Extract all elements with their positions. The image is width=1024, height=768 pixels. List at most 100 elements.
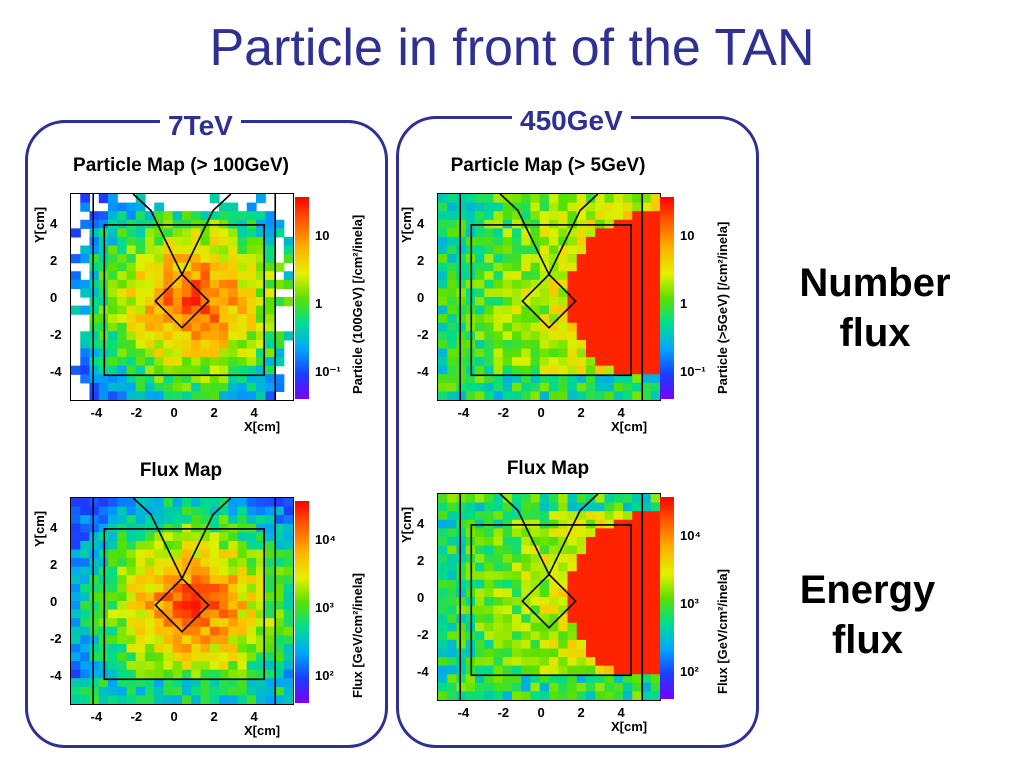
heatmap-cell xyxy=(613,236,624,247)
heatmap-cell xyxy=(126,506,137,516)
heatmap-cell xyxy=(549,236,559,247)
heatmap-cell xyxy=(438,365,448,375)
heatmap-cell xyxy=(623,339,633,350)
heatmap-cell xyxy=(484,322,495,332)
heatmap-cell xyxy=(641,331,652,341)
heatmap-cell xyxy=(219,669,229,679)
heatmap-cell xyxy=(567,545,578,555)
heatmap-cell xyxy=(456,674,467,684)
heatmap-cell xyxy=(632,219,643,229)
colorbar xyxy=(295,197,309,399)
heatmap-cell xyxy=(126,391,137,400)
heatmap-cell xyxy=(89,643,100,654)
heatmap-cell xyxy=(558,536,569,547)
heatmap-cell xyxy=(539,382,550,393)
heatmap-cell xyxy=(246,279,257,290)
heatmap-cell xyxy=(108,592,118,602)
heatmap-cell xyxy=(154,498,165,508)
heatmap-cell xyxy=(576,331,587,341)
heatmap-cell xyxy=(163,322,174,332)
heatmap-cell xyxy=(154,695,165,704)
heatmap-cell xyxy=(246,382,257,393)
heatmap-cell xyxy=(465,674,476,684)
heatmap-cell xyxy=(502,374,513,384)
heatmap-cell xyxy=(108,348,118,358)
heatmap-cell xyxy=(89,549,100,559)
heatmap-cell xyxy=(163,391,174,400)
heatmap-cell xyxy=(558,605,569,615)
colorbar-tick-label: 10³ xyxy=(680,596,699,611)
heatmap-cell xyxy=(228,540,239,551)
heatmap-cell xyxy=(71,652,81,662)
heatmap-cell xyxy=(246,609,257,619)
x-axis-label: X[cm] xyxy=(244,419,281,434)
heatmap-cell xyxy=(126,635,137,645)
heatmap-cell xyxy=(71,643,81,654)
heatmap-cell xyxy=(219,202,229,212)
heatmap-cell xyxy=(447,674,458,684)
aperture-square xyxy=(103,528,265,681)
heatmap-cell xyxy=(126,669,137,679)
heatmap-cell xyxy=(456,305,467,315)
heatmap-cell xyxy=(108,202,118,212)
heatmap-cell xyxy=(71,686,81,697)
heatmap-cell xyxy=(623,536,633,547)
heatmap-cell xyxy=(228,245,239,255)
heatmap-cell xyxy=(154,322,165,332)
heatmap-cell xyxy=(558,691,569,700)
heatmap-cell xyxy=(641,528,652,538)
heatmap-cell xyxy=(163,262,174,272)
heatmap-cell xyxy=(265,382,276,393)
heatmap-cell xyxy=(632,357,643,367)
heatmap-cell xyxy=(228,279,239,290)
heatmap-cell xyxy=(117,305,128,315)
heatmap-cell xyxy=(135,506,146,516)
heatmap-cell xyxy=(237,566,248,576)
heatmap-cell xyxy=(237,618,248,628)
heatmap-cell xyxy=(274,592,285,602)
heatmap-cell xyxy=(274,695,285,704)
heatmap-cell xyxy=(163,357,174,367)
heatmap-cell xyxy=(475,297,485,307)
heatmap-cell xyxy=(228,357,239,367)
heatmap-cell xyxy=(246,549,257,559)
heatmap-cell xyxy=(465,194,476,204)
heatmap-cell xyxy=(576,288,587,298)
heatmap-cell xyxy=(71,661,81,671)
heatmap-cell xyxy=(604,545,615,555)
heatmap-cell xyxy=(89,669,100,679)
heatmap-cell xyxy=(117,506,128,516)
heatmap-cell xyxy=(191,339,202,350)
heatmap-cell xyxy=(456,562,467,572)
heatmap-cell xyxy=(456,536,467,547)
heatmap-cell xyxy=(89,695,100,704)
heatmap-cell xyxy=(438,374,448,384)
heatmap-cell xyxy=(117,211,128,221)
heatmap-cell xyxy=(549,314,559,324)
y-tick-label: 4 xyxy=(50,215,58,231)
heatmap-cell xyxy=(108,374,118,384)
heatmap-cell xyxy=(502,202,513,212)
heatmap-cell xyxy=(117,609,128,619)
heatmap-cell xyxy=(163,652,174,662)
heatmap-cell xyxy=(447,357,458,367)
heatmap-cell xyxy=(108,652,118,662)
heatmap-cell xyxy=(182,643,192,654)
heatmap-cell xyxy=(172,532,183,542)
heatmap-cell xyxy=(182,297,192,307)
heatmap-cell xyxy=(219,339,229,350)
heatmap-cell xyxy=(502,339,513,350)
heatmap-cell xyxy=(567,528,578,538)
heatmap-cell xyxy=(256,262,266,272)
heatmap-cell xyxy=(530,657,541,667)
heatmap-cell xyxy=(447,305,458,315)
heatmap-cell xyxy=(265,523,276,533)
heatmap-cell xyxy=(71,635,81,645)
heatmap-cell xyxy=(89,506,100,516)
heatmap-cell xyxy=(89,331,100,341)
heatmap-cell xyxy=(219,609,229,619)
heatmap-cell xyxy=(595,674,606,684)
heatmap-cell xyxy=(632,348,643,358)
heatmap-cell xyxy=(604,562,615,572)
heatmap-cell xyxy=(438,236,448,247)
